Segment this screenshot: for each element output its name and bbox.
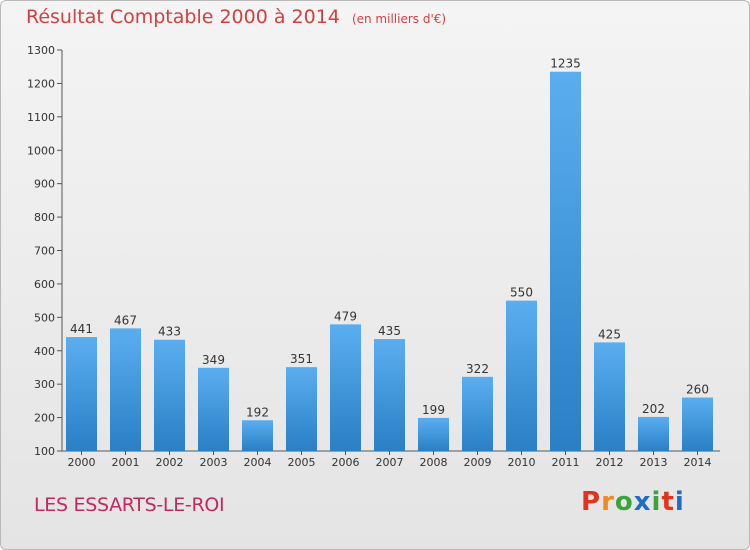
x-tick-label: 2009 (464, 456, 492, 469)
bar (506, 300, 537, 451)
logo-letter: P (581, 487, 602, 517)
bar (418, 417, 449, 451)
y-tick-label: 1000 (27, 144, 55, 157)
bar (374, 339, 405, 451)
bar-value-label: 479 (334, 309, 357, 323)
bar-value-label: 349 (202, 353, 225, 367)
x-tick-label: 2008 (420, 456, 448, 469)
bar-value-label: 467 (114, 313, 137, 327)
y-tick-label: 800 (34, 211, 55, 224)
chart-bars: 441 467 433 349 192 351 479 435 199 322 550 1235 425… (66, 57, 713, 452)
x-tick-label: 2005 (288, 456, 316, 469)
chart-title-unit: (en milliers d'€) (351, 12, 447, 26)
logo-letter: x (633, 487, 652, 517)
bar-value-label: 433 (158, 325, 181, 339)
bar (286, 367, 317, 451)
chart-title: Résultat Comptable 2000 à 2014 (en milli… (26, 6, 446, 28)
bar (638, 416, 669, 451)
bar (550, 71, 581, 452)
logo-letter: i (651, 487, 662, 517)
bar (330, 324, 361, 451)
y-tick-label: 1200 (27, 77, 55, 90)
x-tick-label: 2002 (156, 456, 184, 469)
x-tick-label: 2004 (244, 456, 272, 469)
chart-axes: 100 200 300 400 500 600 700 800 900 1000 1100 1200 1… (27, 44, 720, 469)
y-tick-label: 1100 (27, 111, 55, 124)
bar-value-label: 351 (290, 352, 313, 366)
x-tick-label: 2011 (552, 456, 580, 469)
bar-value-label: 199 (422, 403, 445, 417)
logo-letter: t (661, 487, 675, 517)
y-tick-label: 400 (34, 345, 55, 358)
bar-value-label: 322 (466, 362, 489, 376)
bar (462, 376, 493, 451)
x-tick-label: 2001 (112, 456, 140, 469)
bar-value-label: 1235 (550, 57, 581, 71)
bar (198, 367, 229, 451)
y-tick-label: 300 (34, 378, 55, 391)
y-tick-label: 100 (34, 445, 55, 458)
bar-value-label: 192 (246, 405, 269, 419)
logo-letter: r (601, 487, 615, 517)
bar-value-label: 435 (378, 324, 401, 338)
x-tick-label: 2006 (332, 456, 360, 469)
x-tick-label: 2014 (684, 456, 712, 469)
x-tick-label: 2010 (508, 456, 536, 469)
y-tick-label: 600 (34, 278, 55, 291)
bar-value-label: 425 (598, 327, 621, 341)
y-tick-label: 900 (34, 178, 55, 191)
bar-value-label: 441 (70, 322, 93, 336)
proxiti-logo: Proxiti (581, 487, 685, 517)
logo-letter: o (614, 487, 634, 517)
y-tick-label: 1300 (27, 44, 55, 57)
x-tick-label: 2013 (640, 456, 668, 469)
bar (682, 397, 713, 451)
bar (594, 342, 625, 451)
bar (242, 420, 273, 451)
y-tick-label: 700 (34, 245, 55, 258)
bar-value-label: 260 (686, 383, 709, 397)
bar (66, 337, 97, 451)
bar-value-label: 550 (510, 286, 533, 300)
logo-letter: i (674, 487, 685, 517)
y-tick-label: 500 (34, 311, 55, 324)
x-tick-label: 2012 (596, 456, 624, 469)
bar-value-label: 202 (642, 402, 665, 416)
x-tick-label: 2003 (200, 456, 228, 469)
bar (110, 328, 141, 451)
y-tick-label: 200 (34, 412, 55, 425)
commune-name: LES ESSARTS-LE-ROI (34, 494, 225, 516)
bar (154, 339, 185, 451)
chart-title-main: Résultat Comptable 2000 à 2014 (26, 6, 340, 28)
x-tick-label: 2007 (376, 456, 404, 469)
x-tick-label: 2000 (68, 456, 96, 469)
